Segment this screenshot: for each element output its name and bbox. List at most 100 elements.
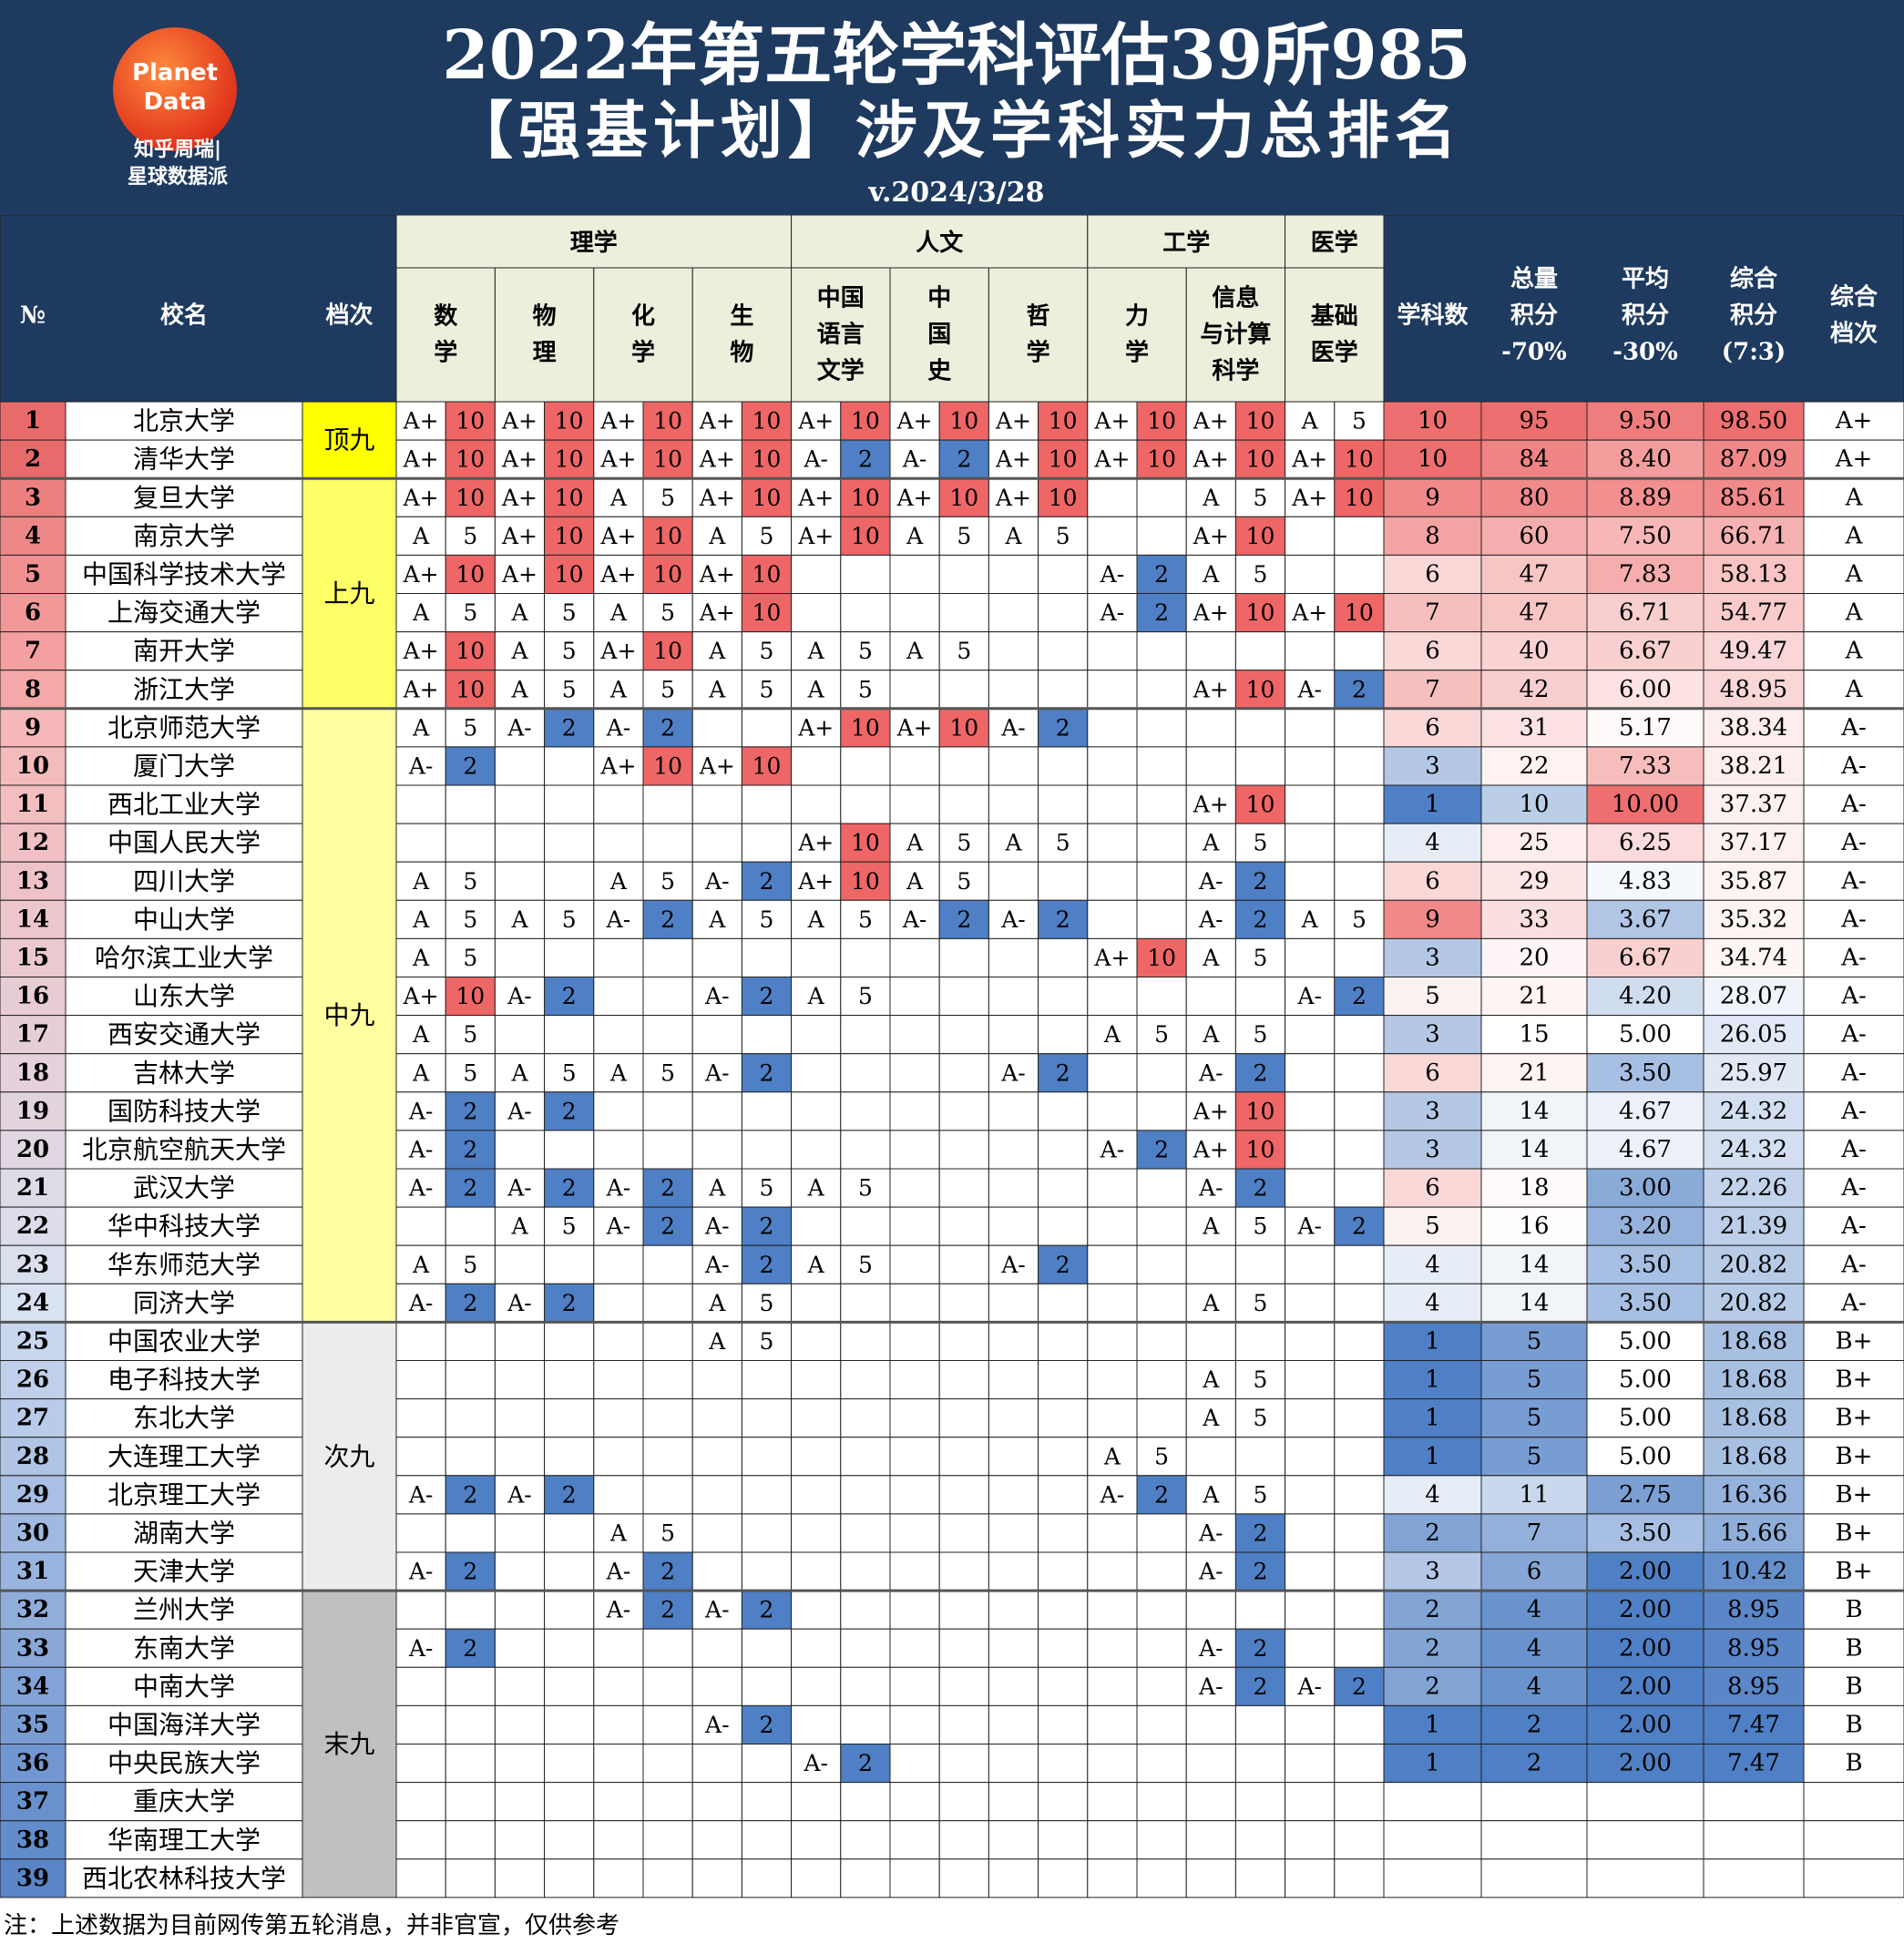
subject-score-cell (1334, 1820, 1385, 1860)
subject-score-cell (642, 1130, 693, 1170)
composite-score-cell (1703, 1820, 1805, 1860)
subject-score: 10 (1246, 599, 1275, 626)
subject-score: 2 (463, 1559, 477, 1585)
subject-score-cell (840, 1744, 891, 1784)
subject-grade-cell (1087, 1551, 1138, 1591)
school-name: 西北农林科技大学 (82, 1863, 286, 1893)
subject-score: 10 (1246, 523, 1275, 549)
school-name: 华中科技大学 (107, 1212, 261, 1242)
header-name: 校名 (160, 302, 208, 330)
subject-header-label: 物 (730, 340, 753, 367)
average-score: 6.67 (1619, 638, 1672, 665)
average-score: 3.67 (1619, 905, 1672, 933)
subject-grade: A+ (995, 408, 1031, 435)
row-number-cell (0, 977, 67, 1017)
average-score: 2.00 (1619, 1750, 1672, 1777)
subject-score: 10 (949, 408, 978, 435)
subject-score: 10 (653, 523, 682, 549)
school-name: 电子科技大学 (107, 1365, 261, 1395)
planet-data-logo: Planet Data (113, 27, 237, 151)
subject-grade-cell (889, 1590, 940, 1630)
subject-grade: A (1004, 523, 1022, 549)
subject-score-cell (544, 1475, 595, 1515)
average-score: 8.40 (1619, 445, 1672, 473)
subject-score: 5 (562, 1213, 577, 1240)
subject-score: 10 (456, 983, 485, 1009)
subject-count-cell (1383, 401, 1482, 441)
total-score: 16 (1519, 1212, 1549, 1240)
subject-group-label: 医学 (1311, 229, 1358, 257)
subject-score-cell (1038, 1398, 1089, 1438)
composite-grade: A (1845, 484, 1864, 511)
subject-score: 10 (1246, 676, 1275, 702)
subject-grade-cell (988, 746, 1039, 786)
subject-score-cell (741, 937, 793, 978)
composite-grade: A (1845, 676, 1864, 703)
row-number-cell (0, 1782, 67, 1822)
subject-score-cell (938, 1782, 989, 1822)
subject-score-cell (642, 1666, 693, 1706)
composite-score: 28.07 (1720, 983, 1787, 1010)
subject-score-cell (544, 746, 595, 786)
subject-score-cell (938, 554, 989, 594)
subject-grade: A (906, 830, 924, 856)
tier-cell (302, 1321, 397, 1591)
subject-header-label: 史 (927, 358, 952, 385)
subject-header-label: 化 (631, 303, 655, 331)
total-score-cell (1480, 1704, 1588, 1745)
subject-grade: A- (1296, 1213, 1322, 1240)
composite-score: 20.82 (1720, 1251, 1787, 1278)
subject-score-cell (445, 1053, 496, 1093)
subject-grade-cell (889, 1283, 940, 1323)
subject-score-cell (1334, 593, 1385, 633)
school-name-cell (65, 823, 303, 863)
composite-grade-cell (1803, 899, 1904, 939)
subject-grade-cell (494, 1704, 546, 1745)
subject-score-cell (1038, 1513, 1089, 1553)
subject-score-cell (1038, 784, 1089, 824)
subject-score-cell (1334, 784, 1385, 824)
total-score-cell (1480, 937, 1588, 978)
subject-grade-cell (791, 1704, 842, 1745)
subject-grade: A- (507, 714, 532, 741)
subject-score-cell (1136, 1820, 1187, 1860)
subject-score-cell (1136, 1091, 1187, 1131)
subject-count: 1 (1425, 1750, 1440, 1777)
subject-grade-cell (593, 937, 644, 978)
subject-score: 5 (957, 523, 971, 549)
subject-score-cell (840, 1321, 891, 1362)
row-number-cell (0, 631, 67, 671)
row-number: 36 (16, 1750, 49, 1777)
subject-grade: A (412, 868, 430, 895)
subject-score-cell (445, 784, 496, 824)
school-name: 西安交通大学 (107, 1019, 261, 1049)
subject-header-label: 中国 (817, 285, 865, 312)
subject-score-cell (1136, 1244, 1187, 1284)
subject-grade: A+ (599, 752, 636, 779)
subject-grade-cell (1285, 708, 1336, 748)
subject-count-cell (1383, 631, 1482, 671)
subject-score-cell (741, 1858, 793, 1898)
subject-grade: A (609, 599, 628, 626)
row-number: 32 (16, 1596, 49, 1623)
subject-grade: A+ (797, 408, 834, 435)
subject-score-cell (938, 1820, 989, 1860)
subject-score: 10 (752, 599, 782, 626)
composite-score: 20.82 (1720, 1289, 1787, 1316)
header-total: 总量 (1510, 266, 1558, 293)
total-score: 47 (1519, 599, 1549, 627)
subject-grade-cell (593, 823, 644, 863)
composite-grade: A- (1840, 1212, 1867, 1240)
subject-score-cell (840, 1628, 891, 1668)
school-name: 重庆大学 (133, 1786, 235, 1816)
subject-score-cell (544, 1782, 595, 1822)
subject-grade-cell (494, 1628, 546, 1668)
subject-grade: A (412, 599, 430, 626)
subject-score: 5 (957, 830, 971, 856)
subject-grade: A (1004, 830, 1022, 856)
subject-grade-cell (889, 1628, 940, 1668)
subject-grade: A (1202, 1366, 1220, 1393)
total-score: 31 (1519, 714, 1549, 742)
subject-score: 10 (1345, 485, 1374, 511)
header-composite: 积分 (1730, 302, 1777, 330)
